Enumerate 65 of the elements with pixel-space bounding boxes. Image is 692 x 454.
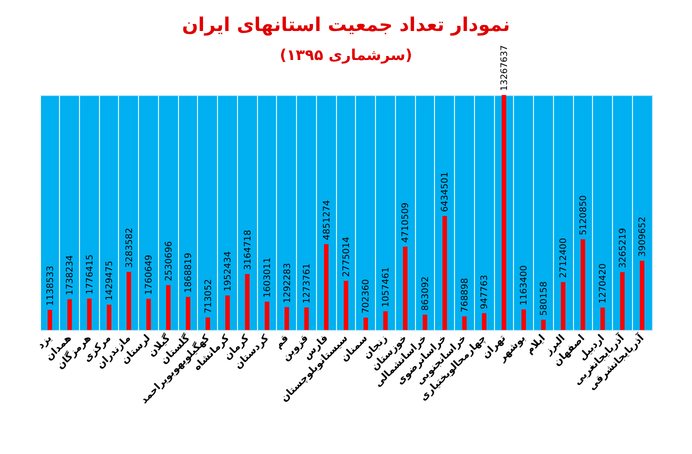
bar bbox=[620, 272, 625, 330]
bar bbox=[245, 274, 250, 330]
data-label: 580158 bbox=[539, 281, 550, 316]
data-label: 1776415 bbox=[85, 254, 96, 295]
data-label: 1270420 bbox=[598, 263, 609, 304]
bar bbox=[344, 280, 348, 330]
data-label: 1138533 bbox=[46, 266, 56, 306]
data-label: 13267637 bbox=[500, 45, 510, 91]
bar bbox=[87, 298, 92, 330]
data-label: 4710509 bbox=[401, 202, 412, 243]
data-label: 3283582 bbox=[124, 228, 135, 268]
x-tick-label: ایلام bbox=[524, 332, 548, 356]
bar bbox=[106, 304, 112, 330]
bar bbox=[146, 298, 151, 330]
bar bbox=[126, 272, 132, 330]
bar bbox=[422, 314, 428, 330]
data-label: 1292283 bbox=[282, 263, 293, 304]
data-label: 1429475 bbox=[105, 260, 116, 301]
data-label: 3164718 bbox=[243, 230, 254, 270]
data-label: 702360 bbox=[362, 278, 372, 314]
chart-title: نمودار تعداد جمعیت استانهای ایران bbox=[180, 13, 512, 38]
bar bbox=[541, 320, 546, 330]
bar bbox=[264, 302, 270, 330]
bar bbox=[560, 282, 566, 330]
data-label: 5120850 bbox=[578, 194, 589, 236]
data-label: 4851274 bbox=[322, 200, 332, 240]
data-label: 1163400 bbox=[520, 265, 530, 306]
data-label: 1273761 bbox=[302, 263, 313, 304]
bar bbox=[363, 318, 368, 330]
bar bbox=[48, 310, 52, 330]
data-label: 713052 bbox=[204, 279, 214, 314]
bar bbox=[225, 295, 230, 330]
data-label: 2530696 bbox=[164, 240, 174, 282]
bar bbox=[67, 299, 72, 330]
data-label: 1603011 bbox=[263, 258, 274, 298]
bar bbox=[166, 285, 171, 330]
data-label: 947763 bbox=[480, 274, 490, 310]
bar bbox=[521, 309, 526, 330]
bar bbox=[502, 95, 506, 330]
bar bbox=[640, 260, 644, 330]
data-label: 3909652 bbox=[638, 216, 648, 257]
bar bbox=[304, 307, 309, 330]
data-label: 1952434 bbox=[224, 251, 234, 292]
chart-subtitle: (سرشماری ۱۳۹۵) bbox=[280, 46, 412, 64]
bar bbox=[462, 316, 467, 330]
bar bbox=[206, 317, 210, 330]
bar bbox=[580, 239, 586, 330]
data-label: 2775014 bbox=[342, 236, 352, 277]
bar bbox=[383, 311, 388, 330]
bar bbox=[284, 307, 290, 330]
data-label: 1738234 bbox=[66, 254, 76, 296]
bar bbox=[186, 296, 190, 330]
data-label: 1868819 bbox=[184, 252, 194, 293]
data-label: 768898 bbox=[460, 278, 470, 312]
bar bbox=[482, 313, 486, 330]
data-label: 6434501 bbox=[440, 172, 451, 212]
bar bbox=[442, 216, 447, 330]
data-label: 1760649 bbox=[144, 254, 155, 295]
data-label: 2712400 bbox=[559, 238, 570, 278]
bar bbox=[402, 246, 408, 330]
data-label: 1057461 bbox=[381, 267, 392, 308]
bar bbox=[600, 308, 605, 330]
data-label: 3265219 bbox=[618, 228, 628, 268]
bar bbox=[324, 244, 329, 330]
data-label: 863092 bbox=[420, 276, 431, 311]
